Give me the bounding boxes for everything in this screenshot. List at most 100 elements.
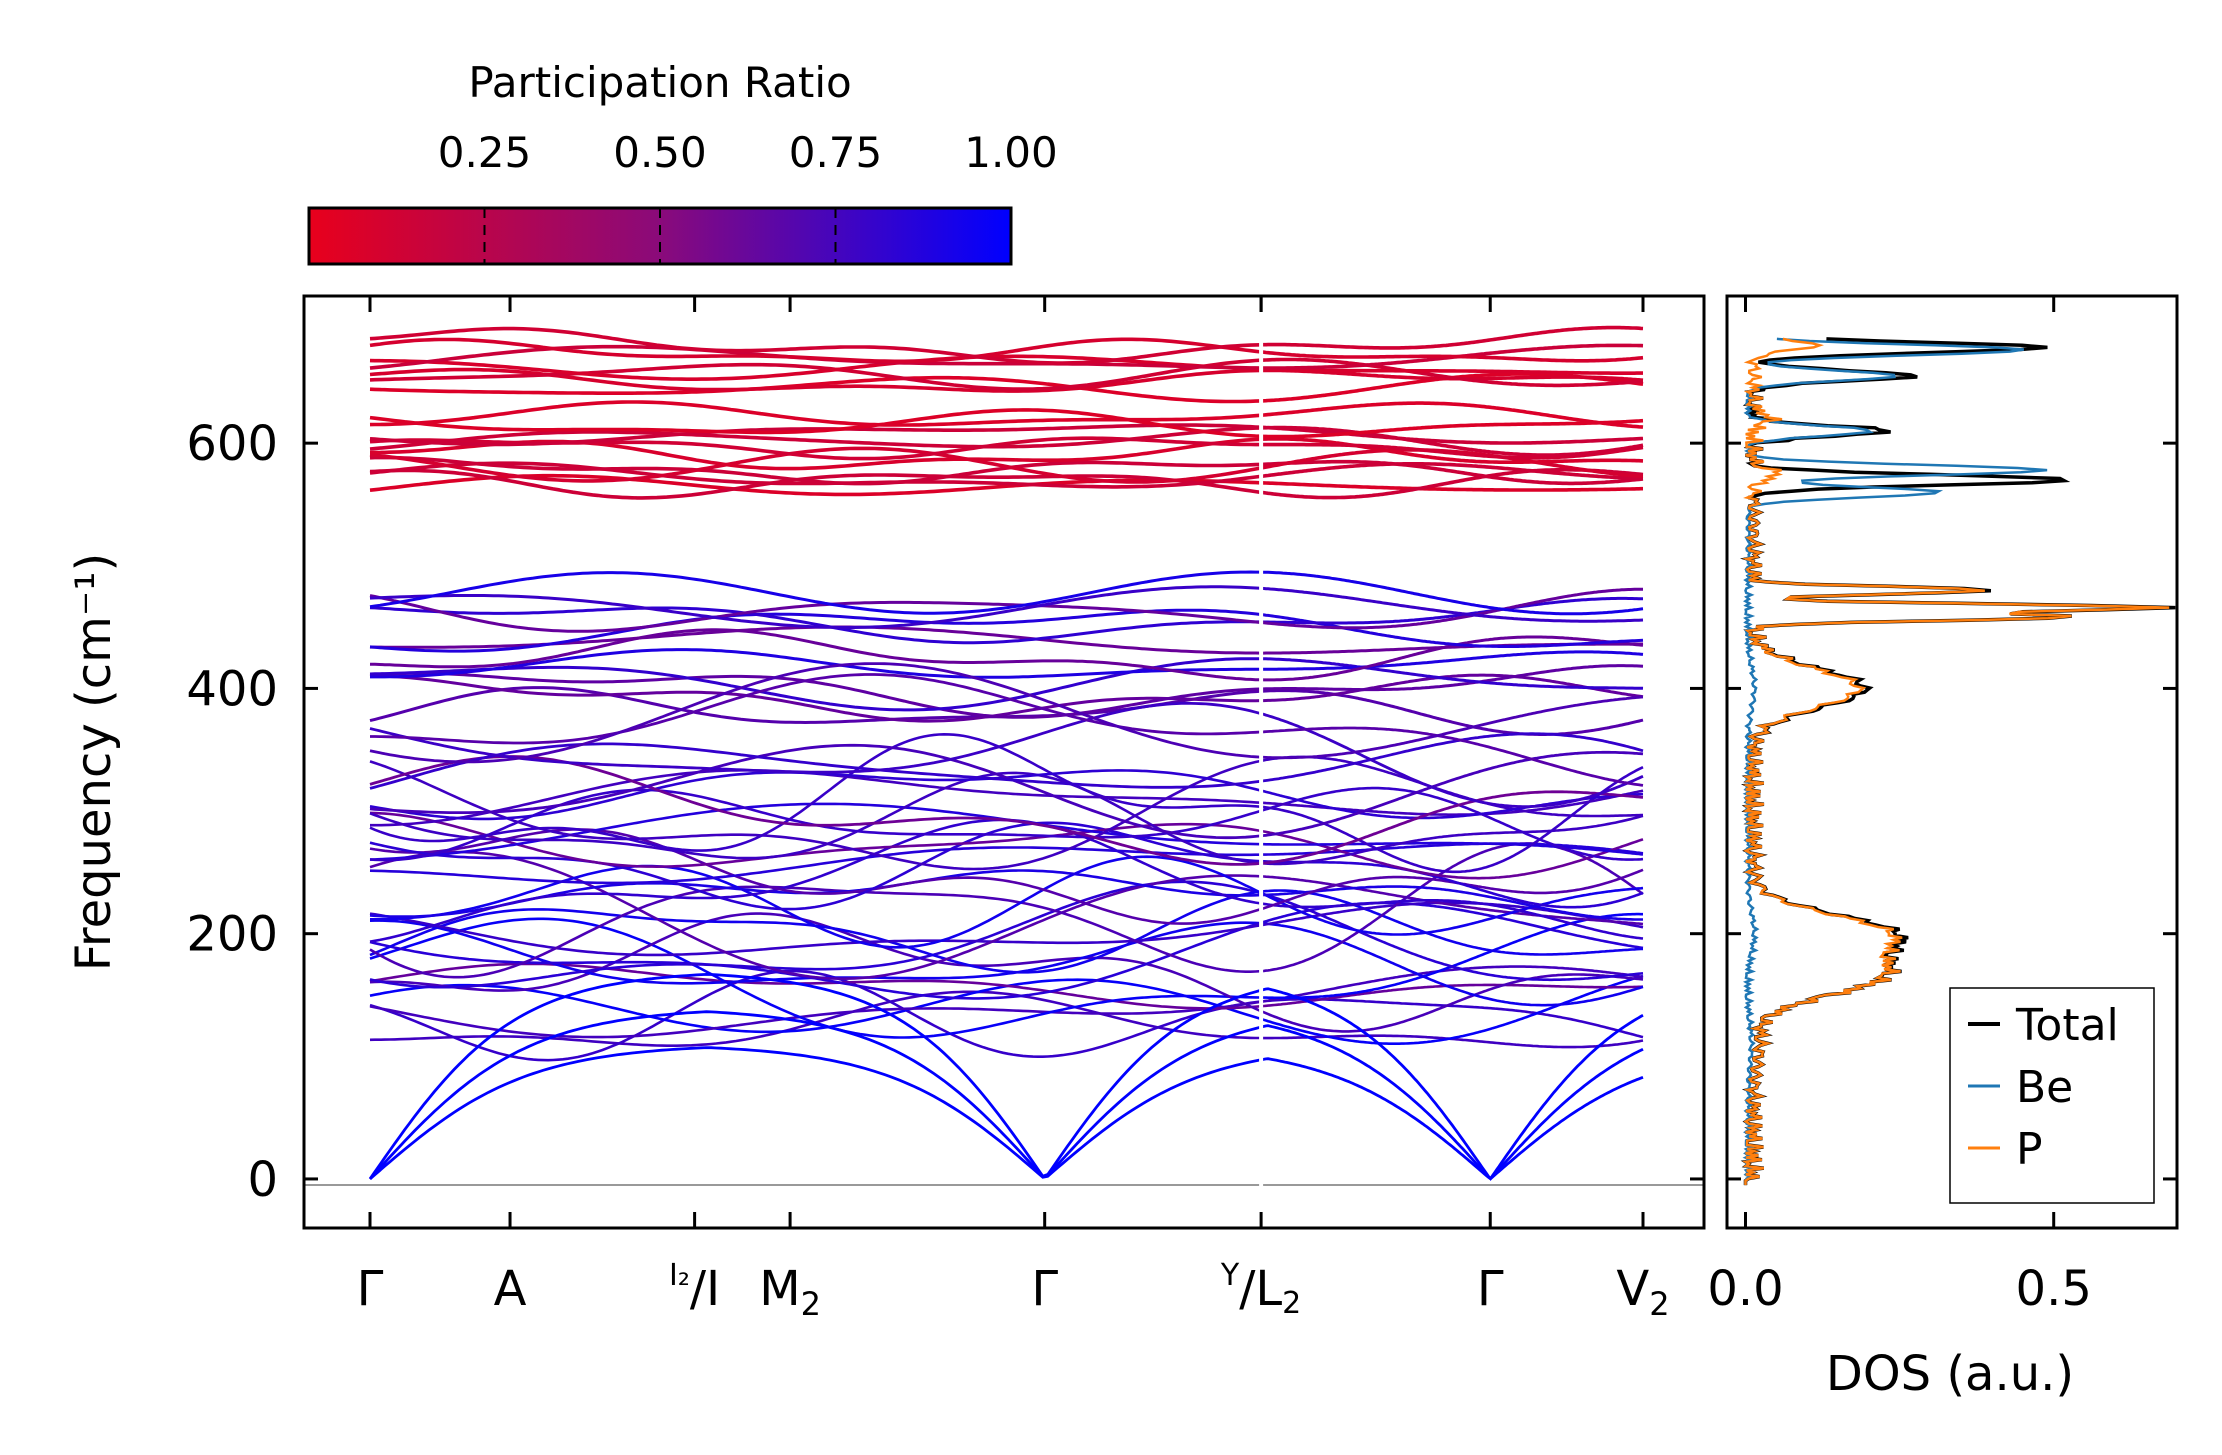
band-line (369, 423, 1261, 447)
band-line (369, 818, 1261, 943)
band-line (369, 821, 1261, 911)
dos-x-tick-label: 0.5 (2016, 1261, 2092, 1317)
band-line (1261, 350, 1644, 363)
band-line (369, 400, 1261, 427)
band-line (1261, 841, 1644, 856)
band-line (1261, 1024, 1644, 1181)
band-line (1261, 462, 1644, 481)
band-line (1261, 481, 1643, 492)
band-line (369, 969, 1261, 1062)
band-line (369, 606, 1261, 645)
band-line (1261, 613, 1644, 648)
band-line (1261, 829, 1644, 880)
band-line (369, 358, 1261, 391)
band-line (1261, 922, 1644, 1007)
band-line (1261, 892, 1644, 982)
band-line (1261, 766, 1644, 874)
y-tick-label: 0 (247, 1152, 278, 1208)
band-line (1261, 570, 1644, 616)
band-line (369, 408, 1261, 438)
band-line (1261, 974, 1644, 1045)
band-line (369, 850, 1261, 980)
band-line (369, 461, 1261, 489)
band-line (369, 337, 1261, 364)
band-line (368, 972, 1261, 1180)
x-axis-label-dos: DOS (a.u.) (1826, 1346, 2074, 1402)
dos-be-line (1742, 337, 2048, 1186)
dos-panel: 0.0 0.5 DOS (a.u.) Total Be P (1707, 294, 2179, 1402)
band-line (1261, 357, 1644, 388)
band-line (1261, 732, 1644, 783)
band-line (1261, 886, 1644, 936)
band-line (369, 743, 1261, 840)
band-line (369, 594, 1261, 633)
x-tick-label: A (494, 1261, 527, 1317)
band-line (1261, 664, 1644, 692)
x-tick-label: Y/L2 (1220, 1258, 1301, 1321)
band-line (369, 742, 1261, 790)
band-line (369, 674, 1261, 723)
colorbar-title: Participation Ratio (468, 58, 851, 107)
band-line (369, 671, 1261, 719)
band-line (1261, 401, 1644, 429)
band-line (369, 455, 1261, 486)
x-tick-label: I₂/I (669, 1258, 720, 1317)
band-line (1261, 965, 1644, 1003)
colorbar-tick-label: 0.75 (789, 128, 883, 177)
band-line (1261, 425, 1644, 457)
band-line (1261, 437, 1644, 464)
x-tick-label: Γ (357, 1261, 384, 1317)
band-line (369, 759, 1261, 871)
y-tick-label: 200 (186, 907, 278, 963)
band-line (369, 917, 1261, 1039)
band-line (1261, 712, 1644, 808)
band-line (369, 608, 1261, 653)
band-line (1261, 842, 1644, 973)
band-line (369, 375, 1261, 404)
band-line (1261, 657, 1644, 690)
band-line (369, 828, 1261, 925)
band-line (1261, 814, 1644, 866)
band-line (369, 912, 1261, 957)
band-line (368, 1010, 1261, 1180)
band-line (369, 978, 1261, 1034)
y-axis-label: Frequency (cm⁻¹) (66, 553, 122, 971)
band-line (369, 880, 1261, 989)
band-line (369, 446, 1261, 484)
band-line (1261, 983, 1644, 1008)
band-line (1261, 726, 1644, 787)
dispersion-frame (302, 294, 1706, 1230)
phonon-bands (368, 325, 1644, 1181)
band-line (1261, 689, 1644, 736)
band-line (1261, 596, 1643, 625)
y-tick-label: 600 (186, 416, 278, 472)
band-line (1261, 459, 1644, 486)
band-line (1261, 885, 1643, 921)
band-line (1261, 1057, 1644, 1181)
x-tick-label: V2 (1616, 1261, 1669, 1323)
band-line (1261, 786, 1644, 861)
colorbar-tick-label: 0.50 (613, 128, 707, 177)
band-line (369, 755, 1261, 866)
band-line (1261, 987, 1644, 1181)
dos-curves (1739, 337, 2176, 1186)
x-tick-label: M2 (759, 1261, 821, 1323)
band-line (369, 662, 1261, 764)
band-line (1261, 842, 1644, 856)
band-line (369, 657, 1261, 712)
band-line (1261, 790, 1644, 865)
band-line (1261, 367, 1643, 375)
band-line (369, 912, 1262, 1013)
band-line (1261, 899, 1644, 940)
band-line (370, 855, 1262, 949)
band-line (1261, 587, 1643, 630)
x-tick-label: Γ (1477, 1261, 1504, 1317)
band-line (1261, 650, 1644, 671)
band-line (369, 326, 1261, 365)
dos-frame (1725, 294, 2179, 1230)
band-line (369, 628, 1261, 682)
colorbar: Participation Ratio 0.25 0.50 0.75 1.00 (307, 58, 1058, 266)
band-line (369, 1000, 1261, 1039)
band-line (369, 468, 1261, 500)
band-line (369, 702, 1261, 774)
